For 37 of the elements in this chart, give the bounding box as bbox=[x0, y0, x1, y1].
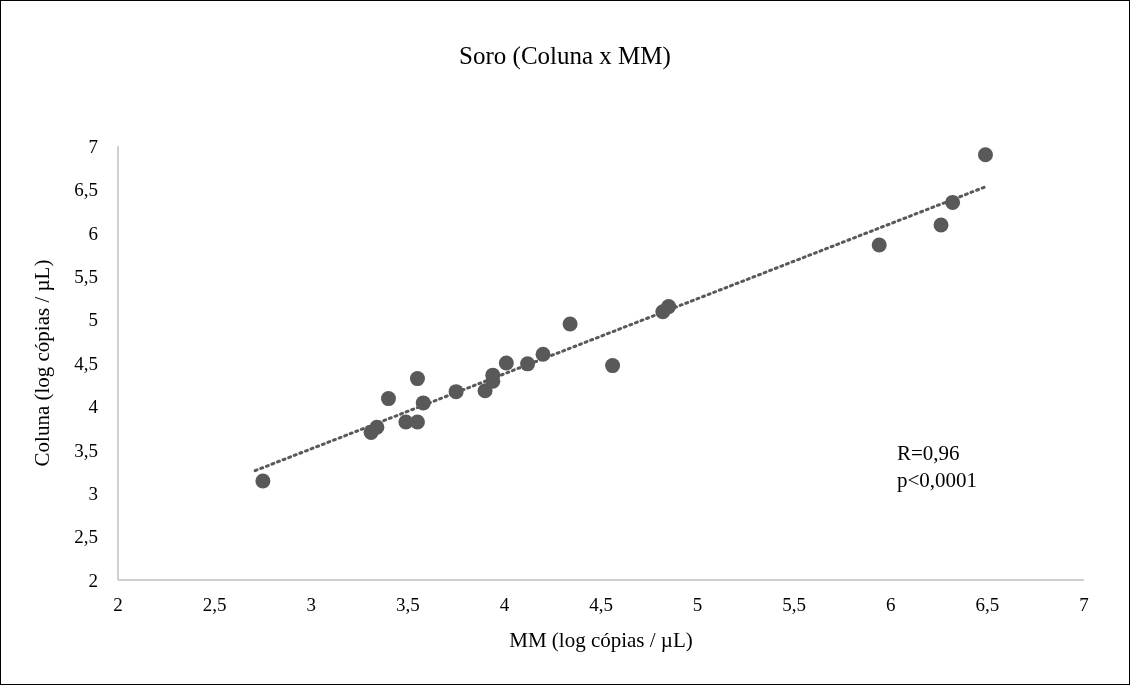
x-tick-label: 6,5 bbox=[975, 594, 1000, 616]
y-tick-label: 4 bbox=[88, 396, 99, 418]
x-tick-label: 3,5 bbox=[395, 594, 420, 616]
y-tick-label: 6,5 bbox=[74, 179, 98, 201]
x-tick-label: 5,5 bbox=[782, 594, 807, 616]
annotation: R=0,96 bbox=[897, 440, 961, 467]
point bbox=[255, 473, 271, 489]
point bbox=[605, 358, 621, 374]
x-tick-label: 5 bbox=[692, 594, 703, 616]
point bbox=[562, 316, 578, 332]
point bbox=[977, 147, 993, 163]
x-tick-label: 7 bbox=[1079, 594, 1089, 616]
annotation: p<0,0001 bbox=[897, 467, 978, 494]
y-tick-label: 2,5 bbox=[74, 526, 98, 548]
y-tick-label: 6 bbox=[88, 222, 98, 244]
x-axis-title: MM (log cópias / µL) bbox=[508, 628, 694, 653]
x-tick-label: 4 bbox=[499, 594, 510, 616]
point bbox=[380, 391, 396, 407]
x-tick-label: 6 bbox=[886, 594, 896, 616]
point bbox=[871, 237, 887, 253]
y-axis-title: Coluna (log cópias / µL) bbox=[29, 259, 55, 467]
x-tick-label: 2,5 bbox=[202, 594, 227, 616]
point bbox=[409, 414, 425, 430]
point bbox=[933, 217, 949, 233]
y-tick-label: 3,5 bbox=[74, 439, 98, 461]
x-tick-label: 4,5 bbox=[589, 594, 613, 616]
y-tick-label: 5,5 bbox=[74, 265, 98, 287]
y-tick-label: 5 bbox=[88, 309, 98, 331]
y-tick-label: 4,5 bbox=[74, 352, 98, 374]
x-tick-label: 2 bbox=[113, 594, 123, 616]
point bbox=[498, 355, 514, 371]
chart-title: Soro (Coluna x MM) bbox=[458, 42, 672, 70]
point bbox=[409, 371, 425, 387]
y-tick-label: 2 bbox=[88, 569, 98, 591]
x-tick-label: 3 bbox=[306, 594, 316, 616]
y-tick-label: 7 bbox=[88, 135, 98, 157]
y-tick-label: 3 bbox=[88, 482, 98, 504]
